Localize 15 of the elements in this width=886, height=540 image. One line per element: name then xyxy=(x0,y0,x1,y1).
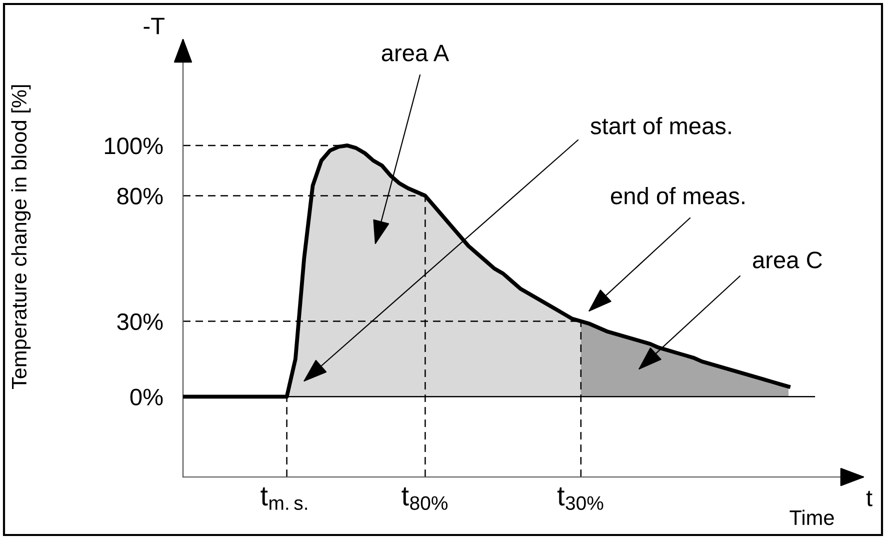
text: -T xyxy=(144,18,164,34)
text: t xyxy=(866,490,872,506)
annotation: area C xyxy=(753,252,822,268)
annotation: end of meas. xyxy=(611,186,744,204)
y-axis-title: Temperature change in blood [%] xyxy=(11,85,31,390)
x-tick-label: t$_{m.s.}$ xyxy=(260,487,307,510)
y-tick-label: 100% xyxy=(104,138,163,154)
y-tick-label: 80% xyxy=(117,188,163,204)
annotation: area A xyxy=(382,44,450,62)
y-tick-label: 0% xyxy=(130,388,163,406)
y-tick-label: 30% xyxy=(117,313,163,330)
x-tick-label: t$_{30%}$ xyxy=(557,487,604,510)
x-tick-label: t$_{80%}$ xyxy=(402,487,448,510)
x-axis-title: Time xyxy=(790,510,834,526)
annotation: start of meas. xyxy=(590,117,731,134)
